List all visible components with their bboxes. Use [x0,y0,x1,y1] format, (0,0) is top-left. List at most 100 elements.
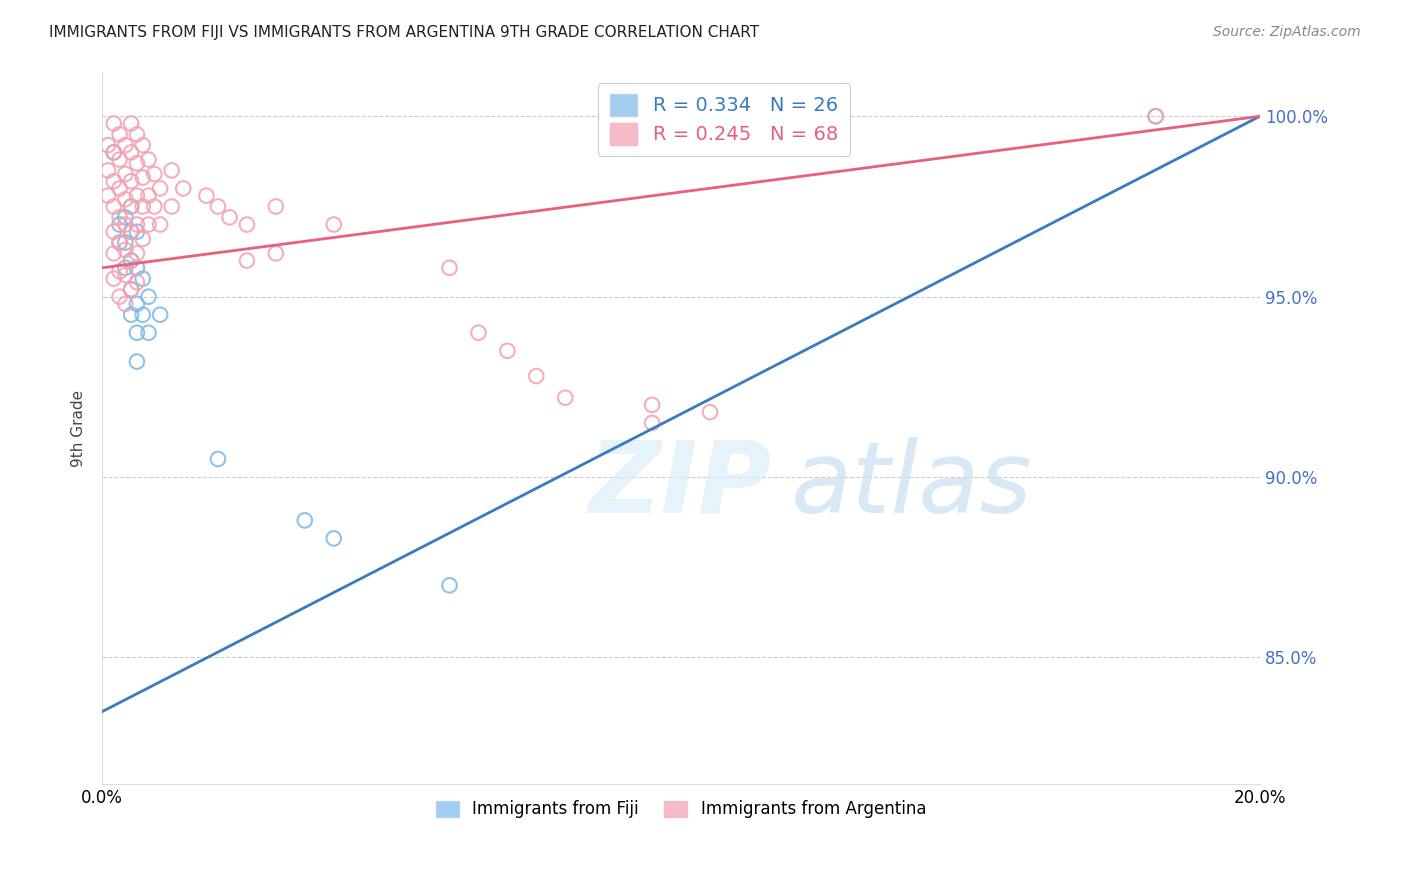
Point [439,578,461,592]
Point [108,181,131,195]
Point [120,199,142,213]
Point [699,405,721,419]
Point [97,138,120,153]
Point [114,243,136,257]
Point [439,260,461,275]
Point [160,163,183,178]
Point [132,199,155,213]
Point [97,188,120,202]
Point [108,235,131,250]
Point [108,264,131,278]
Point [524,369,547,384]
Point [149,181,172,195]
Point [125,275,148,289]
Point [120,116,142,130]
Point [120,253,142,268]
Point [103,246,125,260]
Point [138,290,160,304]
Text: atlas: atlas [792,437,1032,533]
Point [114,268,136,282]
Point [103,145,125,160]
Point [236,253,259,268]
Point [103,116,125,130]
Point [120,174,142,188]
Point [103,145,125,160]
Point [149,218,172,232]
Point [207,199,229,213]
Point [218,211,240,225]
Point [207,452,229,467]
Point [138,188,160,202]
Point [125,128,148,142]
Point [132,232,155,246]
Point [132,170,155,185]
Point [641,398,664,412]
Point [132,308,155,322]
Point [125,188,148,202]
Y-axis label: 9th Grade: 9th Grade [72,390,86,467]
Point [120,282,142,296]
Point [120,253,142,268]
Point [264,199,287,213]
Point [125,326,148,340]
Point [114,211,136,225]
Point [125,246,148,260]
Point [641,416,664,430]
Point [1144,109,1167,123]
Point [172,181,194,195]
Point [103,199,125,213]
Point [108,218,131,232]
Text: IMMIGRANTS FROM FIJI VS IMMIGRANTS FROM ARGENTINA 9TH GRADE CORRELATION CHART: IMMIGRANTS FROM FIJI VS IMMIGRANTS FROM … [49,25,759,40]
Point [125,218,148,232]
Point [114,260,136,275]
Point [114,218,136,232]
Point [114,297,136,311]
Point [236,218,259,232]
Point [108,128,131,142]
Point [120,145,142,160]
Point [125,297,148,311]
Point [1144,109,1167,123]
Point [138,218,160,232]
Point [138,153,160,167]
Legend: Immigrants from Fiji, Immigrants from Argentina: Immigrants from Fiji, Immigrants from Ar… [429,794,934,825]
Point [114,235,136,250]
Point [114,167,136,181]
Point [132,138,155,153]
Point [195,188,218,202]
Point [554,391,576,405]
Point [108,290,131,304]
Point [496,343,519,358]
Point [149,308,172,322]
Point [138,326,160,340]
Point [114,192,136,206]
Point [160,199,183,213]
Point [103,271,125,285]
Point [125,260,148,275]
Point [125,156,148,170]
Point [108,153,131,167]
Text: ZIP: ZIP [589,437,772,533]
Point [108,211,131,225]
Point [143,167,166,181]
Point [120,225,142,239]
Point [103,225,125,239]
Point [120,308,142,322]
Point [294,513,316,527]
Point [143,199,166,213]
Point [322,218,344,232]
Point [132,271,155,285]
Point [120,199,142,213]
Point [108,235,131,250]
Point [467,326,489,340]
Point [120,282,142,296]
Point [97,163,120,178]
Point [322,532,344,546]
Point [120,225,142,239]
Point [125,354,148,368]
Point [103,174,125,188]
Point [125,225,148,239]
Point [114,138,136,153]
Point [264,246,287,260]
Text: Source: ZipAtlas.com: Source: ZipAtlas.com [1213,25,1361,39]
